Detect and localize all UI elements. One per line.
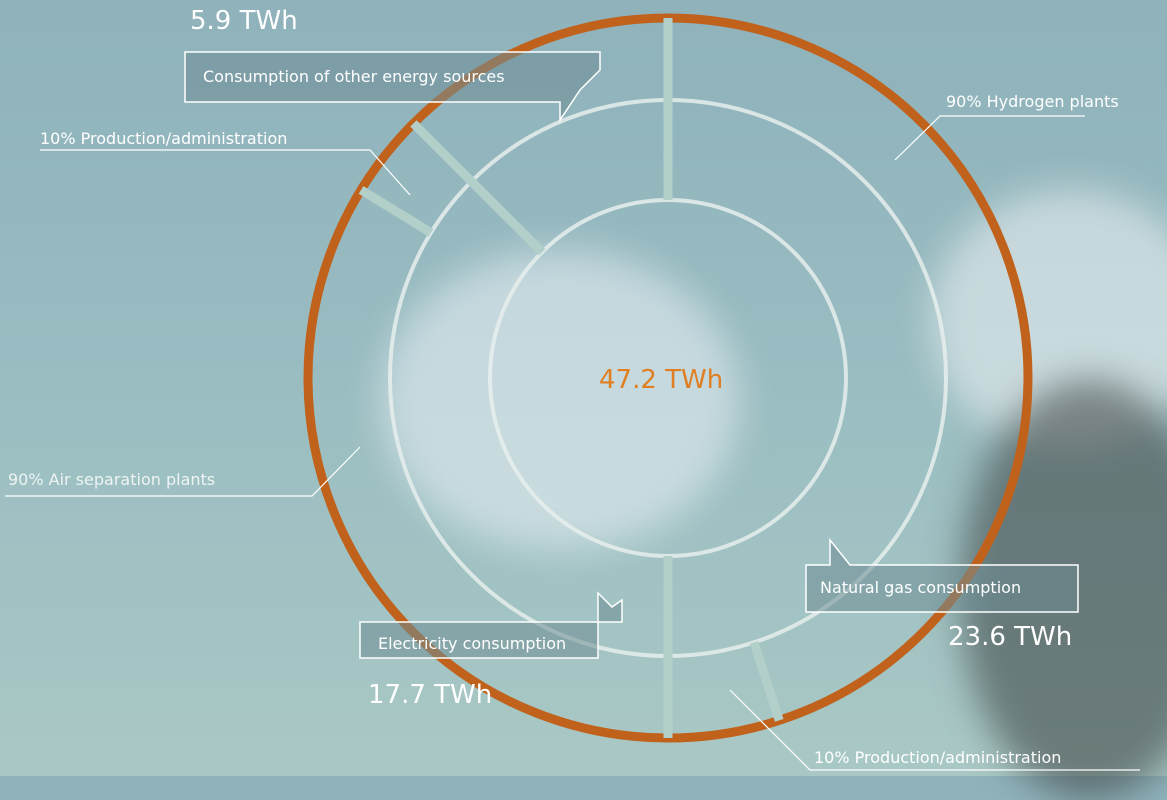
value-label-natural-gas: 23.6 TWh xyxy=(948,622,1073,652)
sub-segment-divider xyxy=(358,186,434,237)
category-label-electricity: Electricity consumption xyxy=(378,634,567,653)
callout-box xyxy=(359,591,623,659)
category-label-other: Consumption of other energy sources xyxy=(203,67,505,86)
donut-chart xyxy=(5,13,1140,771)
leader-line xyxy=(729,689,1140,771)
category-label-natural-gas: Natural gas consumption xyxy=(820,578,1022,597)
value-label-other: 5.9 TWh xyxy=(190,6,298,36)
leader-line xyxy=(5,446,361,497)
callout-box xyxy=(805,537,1079,613)
sub-label-production-bottom: 10% Production/administration xyxy=(814,748,1062,767)
value-label-electricity: 17.7 TWh xyxy=(368,680,493,710)
leader-line xyxy=(40,149,411,196)
category-divider xyxy=(410,120,546,256)
callout-box xyxy=(184,51,601,123)
sub-segment-divider xyxy=(749,641,784,722)
center-total: 47.2 TWh xyxy=(599,365,724,395)
cloud-decoration xyxy=(380,250,740,550)
sub-label-air-separation: 90% Air separation plants xyxy=(8,470,216,489)
leader-line xyxy=(894,115,1085,161)
sub-label-hydrogen: 90% Hydrogen plants xyxy=(946,92,1119,111)
sub-label-production-top: 10% Production/administration xyxy=(40,129,288,148)
